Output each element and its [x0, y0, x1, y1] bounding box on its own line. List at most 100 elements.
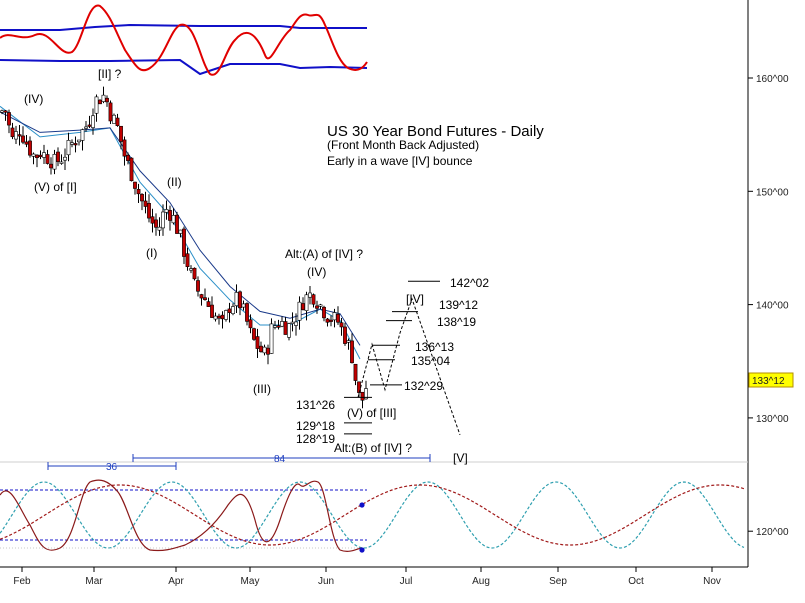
wave-label: [IV] — [406, 292, 424, 306]
candle-up — [318, 304, 323, 307]
candle-up — [308, 292, 312, 298]
candle-down — [147, 203, 151, 219]
candle-down — [311, 294, 316, 305]
candle-down — [3, 110, 8, 113]
candle-down — [353, 363, 358, 381]
y-tick-label: 120^00 — [756, 527, 789, 538]
candle-down — [28, 140, 32, 156]
candle-up — [161, 211, 165, 229]
candle-down — [255, 336, 260, 349]
candle-down — [350, 340, 354, 364]
wave-label: (IV) — [307, 265, 326, 279]
candle-down — [98, 99, 102, 105]
candle-down — [122, 139, 127, 157]
candle-up — [287, 323, 291, 338]
x-tick-label: Nov — [703, 576, 721, 587]
candle-up — [52, 154, 57, 170]
cycle-label-84: 84 — [274, 454, 286, 465]
level-label: 139^12 — [439, 298, 478, 312]
long-cycle-wave — [0, 484, 745, 546]
level-label: 136^13 — [415, 340, 454, 354]
candle-down — [133, 181, 137, 189]
wave-label: Alt:(B) of [IV] ? — [334, 441, 412, 455]
band-upper-line — [0, 23, 367, 31]
cycle-label-36: 36 — [106, 462, 118, 473]
candle-up — [42, 152, 46, 158]
candle-down — [266, 347, 270, 355]
candle-down — [168, 210, 172, 221]
candle-down — [35, 154, 39, 159]
candle-up — [84, 126, 88, 129]
y-tick-label: 130^00 — [756, 414, 789, 425]
cycle-bars: 36 84 — [47, 454, 431, 473]
candle-down — [259, 345, 263, 353]
candle-down — [192, 267, 197, 280]
candle-down — [322, 306, 326, 319]
candle-down — [329, 319, 333, 322]
wave-label: (IV) — [24, 92, 43, 106]
candle-down — [283, 321, 288, 335]
candle-down — [210, 304, 214, 318]
level-label: 138^19 — [437, 315, 476, 329]
candle-down — [196, 280, 200, 292]
candle-down — [252, 328, 256, 340]
y-tick-label: 160^00 — [756, 74, 789, 85]
candle-down — [140, 194, 144, 202]
candle-down — [248, 319, 253, 329]
x-tick-label: Aug — [472, 576, 490, 587]
wave-label: [II] ? — [98, 67, 122, 81]
y-tick-label: 140^00 — [756, 301, 789, 312]
candle-up — [70, 142, 74, 145]
top-oscillator-panel — [0, 4, 368, 76]
wave-annotations: (IV) [II] ? (V) of [I] (II) (I) Alt:(A) … — [24, 67, 468, 465]
candle-down — [182, 228, 186, 257]
candle-down — [343, 326, 347, 344]
candle-down — [360, 391, 365, 401]
candle-down — [38, 154, 43, 158]
candle-up — [80, 129, 85, 141]
level-label: 129^18 — [296, 419, 335, 433]
candle-up — [231, 306, 235, 314]
cycle-marker-dot — [359, 502, 365, 508]
y-axis: 160^00 150^00 140^00 130^00 120^00 — [748, 74, 789, 538]
candle-up — [189, 268, 193, 271]
candle-down — [227, 308, 232, 313]
candle-up — [294, 321, 298, 326]
x-axis: Feb Mar Apr May Jun Jul Aug Sep Oct Nov — [13, 567, 721, 587]
candle-down — [129, 157, 134, 182]
candle-down — [87, 124, 92, 127]
candle-down — [10, 127, 15, 138]
candle-up — [213, 315, 218, 320]
candle-up — [273, 325, 277, 328]
x-tick-label: Jul — [400, 576, 413, 587]
candle-up — [269, 323, 274, 354]
level-label: 135^04 — [411, 354, 450, 368]
candle-up — [364, 388, 368, 400]
candle-down — [73, 143, 78, 146]
candle-up — [234, 292, 239, 307]
candle-down — [56, 151, 60, 162]
chart-title: US 30 Year Bond Futures - Daily — [327, 123, 544, 140]
candle-down — [325, 318, 330, 323]
candle-down — [136, 189, 141, 195]
candle-down — [17, 134, 22, 137]
candle-down — [206, 301, 211, 307]
level-labels: 142^02 139^12 138^19 136^13 135^04 132^2… — [296, 276, 489, 446]
candle-down — [301, 303, 305, 311]
candle-down — [339, 322, 344, 328]
candle-down — [199, 294, 204, 299]
x-tick-label: Apr — [168, 576, 184, 587]
level-label: 128^19 — [296, 432, 335, 446]
level-label: 131^26 — [296, 398, 335, 412]
price-candles — [0, 86, 368, 409]
candle-down — [217, 315, 221, 319]
cycle-marker-dot — [359, 547, 365, 553]
chart-note: Early in a wave [IV] bounce — [327, 154, 473, 168]
current-price-label: 133^12 — [752, 376, 785, 387]
x-tick-label: Sep — [549, 576, 567, 587]
candle-down — [21, 135, 25, 143]
candle-down — [45, 154, 50, 164]
candle-down — [115, 117, 120, 126]
candle-up — [262, 346, 267, 354]
